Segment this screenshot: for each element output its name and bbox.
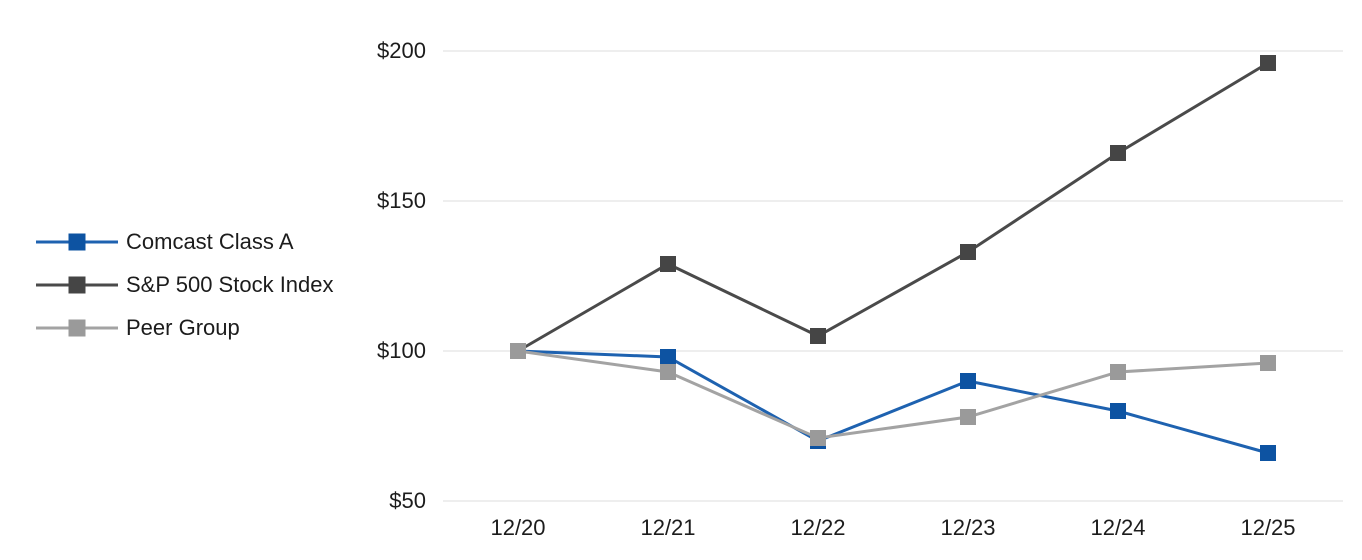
data-point-marker: [660, 256, 676, 272]
data-point-marker: [810, 328, 826, 344]
data-point-marker: [1260, 445, 1276, 461]
legend-marker-sp500-icon: [36, 276, 118, 294]
chart-legend: Comcast Class A S&P 500 Stock Index Peer…: [36, 229, 334, 358]
x-axis-tick-label: 12/25: [1240, 515, 1295, 540]
legend-label-sp500: S&P 500 Stock Index: [126, 272, 334, 297]
data-point-marker: [1110, 145, 1126, 161]
data-point-marker: [960, 244, 976, 260]
data-point-marker: [1110, 364, 1126, 380]
legend-item-peer-group: Peer Group: [36, 315, 334, 341]
legend-item-comcast: Comcast Class A: [36, 229, 334, 255]
series-line: [517, 349, 1269, 440]
data-point-marker: [810, 430, 826, 446]
x-axis-tick-label: 12/23: [940, 515, 995, 540]
y-axis-tick-label: $50: [389, 488, 426, 513]
y-axis-tick-label: $150: [377, 188, 426, 213]
y-axis-tick-label: $100: [377, 338, 426, 363]
legend-label-comcast: Comcast Class A: [126, 229, 294, 254]
x-axis-tick-label: 12/24: [1090, 515, 1145, 540]
data-point-marker: [660, 364, 676, 380]
y-axis-tick-label: $200: [377, 38, 426, 63]
legend-marker-comcast-icon: [36, 233, 118, 251]
data-point-marker: [510, 343, 526, 359]
legend-marker-peer-group-icon: [36, 319, 118, 337]
x-axis-tick-label: 12/20: [490, 515, 545, 540]
data-point-marker: [1260, 355, 1276, 371]
x-axis-tick-label: 12/21: [640, 515, 695, 540]
series-line: [517, 349, 1269, 455]
series-line: [517, 61, 1269, 353]
x-axis-tick-label: 12/22: [790, 515, 845, 540]
legend-item-sp500: S&P 500 Stock Index: [36, 272, 334, 298]
data-point-marker: [1260, 55, 1276, 71]
data-point-marker: [1110, 403, 1126, 419]
data-point-marker: [660, 349, 676, 365]
legend-label-peer-group: Peer Group: [126, 315, 240, 340]
data-point-marker: [960, 409, 976, 425]
data-point-marker: [960, 373, 976, 389]
